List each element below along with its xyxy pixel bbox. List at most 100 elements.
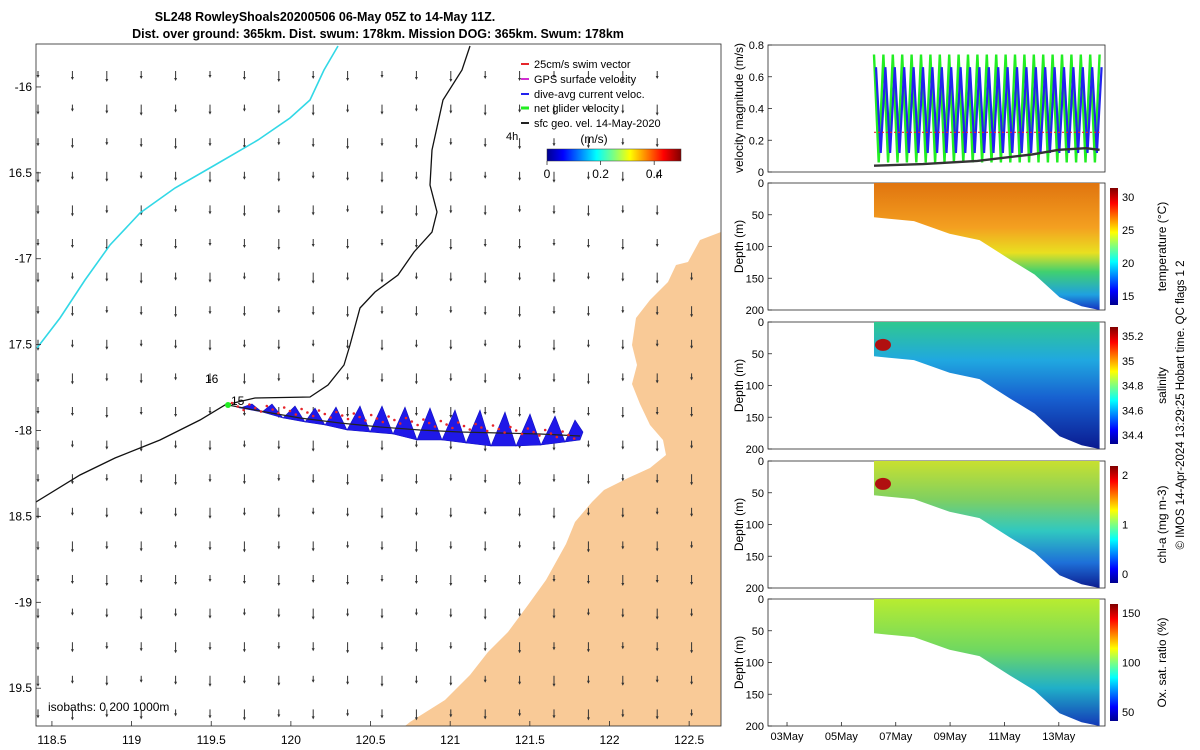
surface-velocity-arrowhead — [380, 243, 384, 246]
surface-velocity-arrowhead — [449, 110, 453, 114]
temperature-colorbar-tick-label: 20 — [1122, 258, 1134, 270]
surface-velocity-arrowhead — [518, 482, 522, 486]
surface-velocity-arrowhead — [174, 613, 178, 617]
depth-tick-label: 200 — [746, 583, 764, 595]
surface-velocity-arrowhead — [242, 276, 246, 280]
surface-velocity-arrowhead — [690, 277, 694, 281]
salinity-colorbar-label: salinity — [1155, 367, 1169, 404]
surface-velocity-arrowhead — [277, 446, 281, 450]
figure-subtitle: Dist. over ground: 365km. Dist. swum: 17… — [132, 27, 624, 41]
surface-velocity-arrowhead — [518, 177, 522, 181]
surface-velocity-arrowhead — [518, 377, 522, 381]
surface-velocity-arrowhead — [277, 646, 281, 650]
surface-velocity-arrowhead — [552, 211, 556, 215]
surface-velocity-arrowhead — [105, 210, 109, 214]
surface-velocity-arrowhead — [552, 75, 556, 78]
surface-velocity-arrowhead — [552, 411, 556, 414]
chla-colorbar-tick-label: 0 — [1122, 569, 1128, 581]
swim-vector-dot — [572, 437, 576, 440]
surface-velocity-arrowhead — [552, 111, 556, 115]
surface-velocity-arrowhead — [242, 381, 246, 385]
surface-velocity-arrowhead — [242, 444, 246, 448]
velocity-ylabel: velocity magnitude (m/s) — [732, 43, 746, 173]
swim-vector-dot — [555, 435, 559, 439]
depth-tick-label: 200 — [746, 444, 764, 456]
surface-velocity-arrowhead — [346, 650, 350, 654]
surface-velocity-arrowhead — [414, 413, 418, 416]
surface-velocity-arrowhead — [655, 412, 659, 415]
surface-velocity-arrowhead — [311, 312, 315, 316]
swim-vector-dot — [242, 408, 245, 412]
surface-velocity-arrowhead — [655, 648, 659, 652]
surface-velocity-arrowhead — [621, 110, 625, 114]
depth-tick-label: 100 — [746, 381, 764, 393]
surface-velocity-arrowhead — [483, 511, 487, 515]
surface-velocity-arrowhead — [311, 548, 315, 552]
map-colorbar — [546, 148, 682, 162]
surface-velocity-arrowhead — [105, 514, 109, 518]
surface-velocity-arrowhead — [346, 209, 350, 213]
temperature-panel: 0 50 100 150 200 Depth (m) 15 20 25 30 temperature… — [732, 178, 1169, 317]
velocity-tick-label: 0.4 — [749, 104, 764, 116]
surface-velocity-arrowhead — [70, 549, 74, 553]
surface-velocity-arrowhead — [414, 213, 418, 217]
swim-vector-dot — [271, 408, 274, 411]
surface-velocity-arrowhead — [414, 649, 418, 653]
oxygen-colorbar-label: Ox. sat. ratio (%) — [1155, 617, 1169, 707]
surface-velocity-arrowhead — [449, 278, 453, 282]
depth-tick-label: 50 — [752, 210, 764, 222]
surface-velocity-arrowhead — [449, 378, 453, 382]
oxygen-colorbar — [1110, 604, 1118, 721]
surface-velocity-arrowhead — [208, 279, 212, 283]
surface-velocity-arrowhead — [174, 482, 178, 486]
map-x-tick-label: 122 — [599, 733, 619, 747]
surface-velocity-arrowhead — [70, 612, 74, 616]
surface-velocity-arrowhead — [208, 647, 212, 651]
salinity-high-patch — [874, 338, 891, 351]
surface-velocity-arrowhead — [139, 716, 143, 720]
surface-velocity-arrowhead — [346, 78, 350, 81]
surface-velocity-arrowhead — [139, 280, 143, 284]
temperature-colorbar-tick-label: 15 — [1122, 291, 1134, 303]
surface-velocity-arrowhead — [449, 514, 453, 518]
surface-velocity-arrowhead — [483, 280, 487, 284]
swim-vector-dot — [346, 417, 350, 421]
depth-tick-label: 50 — [752, 349, 764, 361]
surface-velocity-arrowhead — [242, 581, 246, 584]
swim-vector-dot — [480, 426, 483, 429]
surface-velocity-arrowhead — [139, 480, 143, 484]
surface-velocity-arrowhead — [70, 381, 74, 385]
surface-velocity-arrowhead — [586, 581, 590, 584]
surface-velocity-arrowhead — [70, 413, 74, 416]
surface-velocity-arrowhead — [277, 178, 281, 182]
surface-velocity-arrowhead — [242, 145, 246, 149]
surface-velocity-arrowhead — [483, 480, 487, 484]
legend-4h: 4h — [506, 131, 518, 143]
depth-tick-label: 50 — [752, 626, 764, 638]
surface-velocity-arrowhead — [449, 614, 453, 618]
surface-velocity-arrowhead — [242, 413, 246, 416]
surface-velocity-arrowhead — [655, 580, 659, 583]
surface-velocity-arrowhead — [552, 579, 556, 582]
swim-vector-dot — [311, 414, 315, 418]
surface-velocity-arrowhead — [139, 76, 143, 79]
surface-velocity-arrowhead — [690, 582, 694, 585]
surface-velocity-arrowhead — [483, 76, 487, 79]
depth-tick-label: 0 — [758, 178, 764, 190]
surface-velocity-arrowhead — [655, 616, 659, 620]
surface-velocity-arrowhead — [414, 245, 418, 248]
surface-velocity-arrowhead — [208, 411, 212, 414]
surface-velocity-arrowhead — [36, 715, 40, 719]
surface-velocity-arrowhead — [174, 650, 178, 654]
surface-velocity-arrowhead — [655, 112, 659, 116]
surface-velocity-arrowhead — [690, 681, 694, 685]
surface-velocity-arrowhead — [139, 380, 143, 384]
surface-velocity-arrowhead — [690, 482, 694, 486]
temperature-colorbar-tick-label: 30 — [1122, 192, 1134, 204]
surface-velocity-arrowhead — [174, 246, 178, 249]
surface-velocity-arrowhead — [105, 682, 109, 686]
surface-velocity-arrowhead — [277, 210, 281, 214]
surface-velocity-arrowhead — [483, 212, 487, 216]
series-dive-avg-current — [874, 67, 1103, 153]
surface-velocity-arrowhead — [518, 277, 522, 281]
